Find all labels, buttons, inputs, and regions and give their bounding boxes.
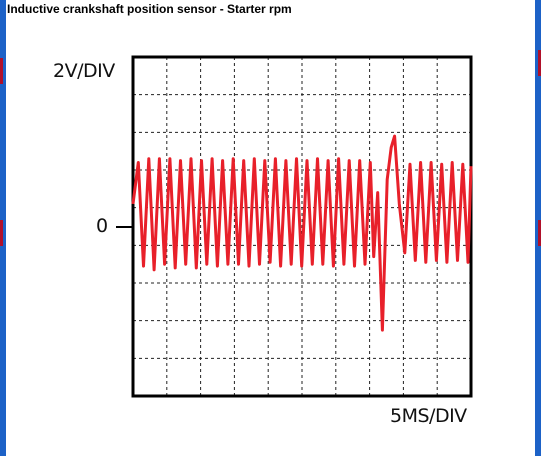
signal-trace <box>131 134 473 332</box>
left-edge-marker-top <box>0 58 3 84</box>
right-edge-marker-bottom <box>538 220 541 246</box>
y-scale-label: 2V/DIV <box>53 60 115 82</box>
x-scale-label: 5MS/DIV <box>390 405 467 427</box>
right-edge-marker-top <box>538 50 541 76</box>
left-edge-marker-bottom <box>0 220 3 246</box>
zero-level-label: 0 <box>96 215 108 237</box>
window-title: Inductive crankshaft position sensor - S… <box>7 2 292 16</box>
